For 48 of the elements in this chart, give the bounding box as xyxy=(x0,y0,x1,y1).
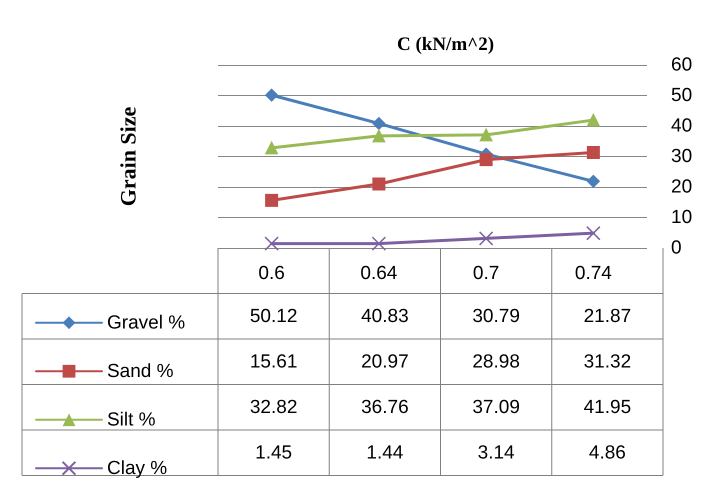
y-tick-label: 60 xyxy=(671,54,692,76)
data-label: 37.09 xyxy=(472,396,520,418)
point xyxy=(586,114,600,127)
chart-title: C (kN/m^2) xyxy=(396,34,494,55)
point xyxy=(478,231,494,246)
data-label: 4.86 xyxy=(588,442,626,464)
data-label: 40.83 xyxy=(361,306,409,327)
data-label: 32.82 xyxy=(250,396,298,418)
data-label: 31.32 xyxy=(584,351,632,372)
point xyxy=(265,141,278,154)
point xyxy=(265,88,278,102)
point xyxy=(372,116,386,130)
y-tick-label: 50 xyxy=(671,85,692,106)
data-label: 28.98 xyxy=(472,351,520,372)
x-tick-label: 0.64 xyxy=(360,263,398,284)
data-label: 20.97 xyxy=(361,351,409,372)
y-tick-label: 10 xyxy=(671,207,692,228)
data-label: 30.79 xyxy=(472,306,520,327)
data-label: 50.12 xyxy=(250,306,298,327)
data-label: 3.14 xyxy=(478,442,516,464)
point xyxy=(264,236,279,251)
data-label: 15.61 xyxy=(250,351,298,372)
data-label: 21.87 xyxy=(584,306,632,327)
legend-label: Gravel % xyxy=(107,312,186,334)
point xyxy=(265,194,278,207)
point xyxy=(372,178,386,191)
legend-label: Clay % xyxy=(107,458,168,479)
y-tick-label: 30 xyxy=(671,146,692,167)
data-label: 36.76 xyxy=(361,396,409,418)
y-axis-title: Grain Size xyxy=(116,106,140,206)
point xyxy=(480,153,493,166)
point xyxy=(480,128,493,142)
data-label: 1.44 xyxy=(366,442,404,464)
data-label: 1.45 xyxy=(255,442,292,464)
y-tick-label: 40 xyxy=(671,116,692,136)
legend-label: Sand % xyxy=(107,360,174,382)
point xyxy=(586,146,600,159)
y-tick-label: 0 xyxy=(671,238,682,258)
point xyxy=(586,226,601,240)
legend-label: Silt % xyxy=(107,409,156,430)
x-tick-label: 0.74 xyxy=(574,263,612,284)
x-tick-label: 0.6 xyxy=(258,263,285,284)
point xyxy=(372,129,386,142)
y-tick-label: 20 xyxy=(671,176,692,198)
point xyxy=(372,236,386,251)
point xyxy=(586,174,600,188)
data-label: 41.95 xyxy=(584,396,632,418)
x-tick-label: 0.7 xyxy=(472,263,500,284)
